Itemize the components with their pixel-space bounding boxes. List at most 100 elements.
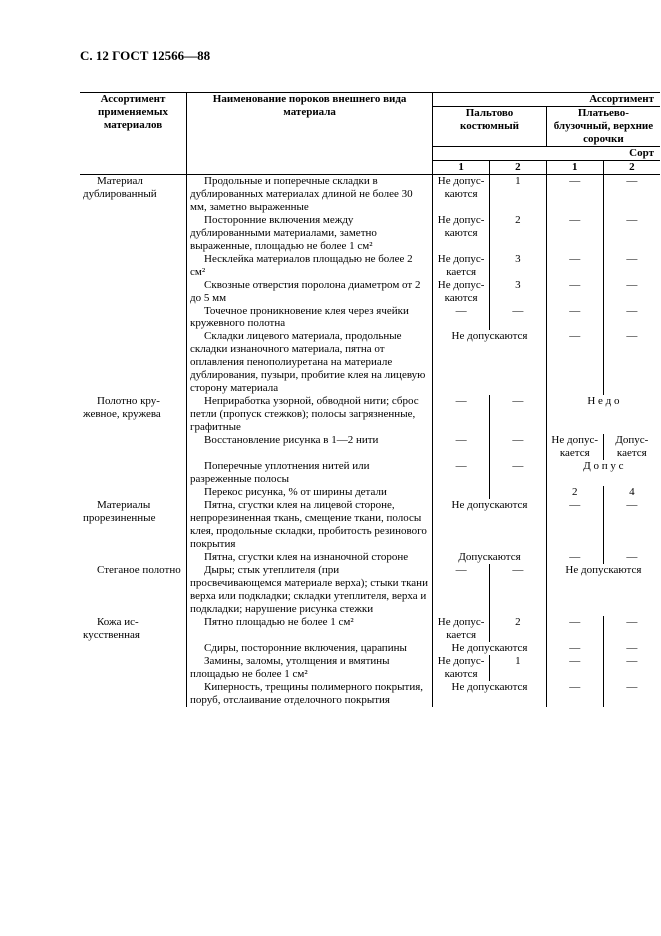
cell-material: Полотно кру­жевное, кружева bbox=[80, 395, 187, 434]
cell-val1: — bbox=[433, 564, 490, 616]
cell-material bbox=[80, 253, 187, 279]
cell-defect: Посторонние включения между дублированны… bbox=[187, 214, 433, 253]
cell-val3: — bbox=[546, 253, 603, 279]
cell-material bbox=[80, 214, 187, 253]
cell-material: Кожа ис­кусственная bbox=[80, 616, 187, 642]
cell-val34: Н е д о bbox=[546, 395, 660, 434]
cell-defect: Сдиры, посторонние включения, царапины bbox=[187, 642, 433, 655]
cell-val2: 3 bbox=[490, 279, 547, 305]
th-sort: Сорт bbox=[433, 146, 660, 160]
cell-material bbox=[80, 279, 187, 305]
cell-val3: — bbox=[546, 499, 603, 551]
cell-material bbox=[80, 642, 187, 655]
table-row: Кожа ис­кусственнаяПятно площадью не бол… bbox=[80, 616, 660, 642]
cell-material bbox=[80, 460, 187, 486]
cell-material: Стеганое полотно bbox=[80, 564, 187, 616]
cell-defect: Сквозные отверстия поро­лона диаметром о… bbox=[187, 279, 433, 305]
cell-defect: Пятно площадью не более 1 см² bbox=[187, 616, 433, 642]
cell-val4: Допус­кается bbox=[603, 434, 660, 460]
cell-defect: Складки лицевого материала, продольные с… bbox=[187, 330, 433, 395]
cell-val4: — bbox=[603, 253, 660, 279]
cell-val4: — bbox=[603, 655, 660, 681]
th-assort-top: Ассортимент bbox=[433, 93, 660, 107]
cell-defect: Замины, заломы, утолщения и вмятины площ… bbox=[187, 655, 433, 681]
table-row: Несклейка материалов площадью не более 2… bbox=[80, 253, 660, 279]
th-n2b: 2 bbox=[603, 160, 660, 174]
cell-val1: — bbox=[433, 395, 490, 434]
table-row: Материал дублирован­ныйПродольные и попе… bbox=[80, 174, 660, 213]
table-row: Материалы прорезинен­ныеПятна, сгустки к… bbox=[80, 499, 660, 551]
table-row: Сдиры, посторонние включения, царапиныНе… bbox=[80, 642, 660, 655]
cell-material bbox=[80, 486, 187, 499]
cell-val3: — bbox=[546, 174, 603, 213]
cell-material: Материалы прорезинен­ные bbox=[80, 499, 187, 551]
cell-val1: Не допус­каются bbox=[433, 174, 490, 213]
cell-val4: — bbox=[603, 305, 660, 331]
table-row: Перекос рисунка, % от ширины детали24 bbox=[80, 486, 660, 499]
cell-val2: — bbox=[490, 460, 547, 486]
cell-val34: Не допускаются bbox=[546, 564, 660, 616]
cell-defect: Точечное проникновение клея через ячейки… bbox=[187, 305, 433, 331]
cell-val4: — bbox=[603, 616, 660, 642]
cell-val2: — bbox=[490, 564, 547, 616]
cell-val4: — bbox=[603, 214, 660, 253]
cell-val4: — bbox=[603, 642, 660, 655]
cell-val34: Д о п у с bbox=[546, 460, 660, 486]
cell-val4: — bbox=[603, 174, 660, 213]
cell-val1: Не допус­кается bbox=[433, 253, 490, 279]
cell-defect: Киперность, трещины полимерного покрытия… bbox=[187, 681, 433, 707]
cell-val1: — bbox=[433, 305, 490, 331]
cell-val1 bbox=[433, 486, 490, 499]
cell-val1: Не допус­кается bbox=[433, 616, 490, 642]
table-row: Точечное проникновение клея через ячейки… bbox=[80, 305, 660, 331]
cell-val4: — bbox=[603, 330, 660, 395]
table-row: Полотно кру­жевное, кружеваНеприработка … bbox=[80, 395, 660, 434]
cell-val3: — bbox=[546, 655, 603, 681]
table-row: Стеганое полотноДыры; стык утеплителя (п… bbox=[80, 564, 660, 616]
table-row: Пятна, сгустки клея на из­наночной сторо… bbox=[80, 551, 660, 564]
cell-val2: 1 bbox=[490, 655, 547, 681]
th-group1: Пальтово костюмный bbox=[433, 106, 547, 146]
cell-material: Материал дублирован­ный bbox=[80, 174, 187, 213]
cell-defect: Несклейка материалов площадью не более 2… bbox=[187, 253, 433, 279]
defects-table: Ассортимент применяемых материалов Наиме… bbox=[80, 92, 660, 707]
th-n2a: 2 bbox=[490, 160, 547, 174]
cell-material bbox=[80, 681, 187, 707]
table-row: Поперечные уплотнения нитей или разрежен… bbox=[80, 460, 660, 486]
table-row: Сквозные отверстия поро­лона диаметром о… bbox=[80, 279, 660, 305]
th-n1a: 1 bbox=[433, 160, 490, 174]
cell-val12: Не допускаются bbox=[433, 330, 547, 395]
cell-val2: 3 bbox=[490, 253, 547, 279]
cell-material bbox=[80, 330, 187, 395]
cell-val3: — bbox=[546, 305, 603, 331]
cell-defect: Поперечные уплотнения нитей или разрежен… bbox=[187, 460, 433, 486]
cell-val2: 2 bbox=[490, 616, 547, 642]
cell-val3: Не допус­кается bbox=[546, 434, 603, 460]
cell-val4: 4 bbox=[603, 486, 660, 499]
cell-val3: — bbox=[546, 551, 603, 564]
cell-defect: Восстановление рисунка в 1—2 нити bbox=[187, 434, 433, 460]
th-group2: Платьево-блузочный, верхние сорочки bbox=[546, 106, 660, 146]
cell-val4: — bbox=[603, 499, 660, 551]
cell-val1: Не допус­каются bbox=[433, 214, 490, 253]
cell-defect: Пятна, сгустки клея на лицевой стороне, … bbox=[187, 499, 433, 551]
cell-val3: — bbox=[546, 642, 603, 655]
table-row: Киперность, трещины полимерного покрытия… bbox=[80, 681, 660, 707]
cell-val3: — bbox=[546, 279, 603, 305]
cell-val3: — bbox=[546, 214, 603, 253]
th-materials: Ассортимент применяемых материалов bbox=[80, 93, 187, 175]
cell-val1: — bbox=[433, 434, 490, 460]
cell-val4: — bbox=[603, 681, 660, 707]
cell-defect: Дыры; стык утеплителя (при просвечивающе… bbox=[187, 564, 433, 616]
table-row: Замины, заломы, утолщения и вмятины площ… bbox=[80, 655, 660, 681]
cell-val12: Не допускаются bbox=[433, 499, 547, 551]
page-header: С. 12 ГОСТ 12566—88 bbox=[80, 48, 661, 64]
cell-defect: Неприработка узорной, обводной нити; сбр… bbox=[187, 395, 433, 434]
cell-val2: — bbox=[490, 395, 547, 434]
cell-material bbox=[80, 551, 187, 564]
cell-val3: — bbox=[546, 616, 603, 642]
cell-val3: — bbox=[546, 681, 603, 707]
cell-val3: — bbox=[546, 330, 603, 395]
cell-val4: — bbox=[603, 551, 660, 564]
table-row: Посторонние включения между дублированны… bbox=[80, 214, 660, 253]
